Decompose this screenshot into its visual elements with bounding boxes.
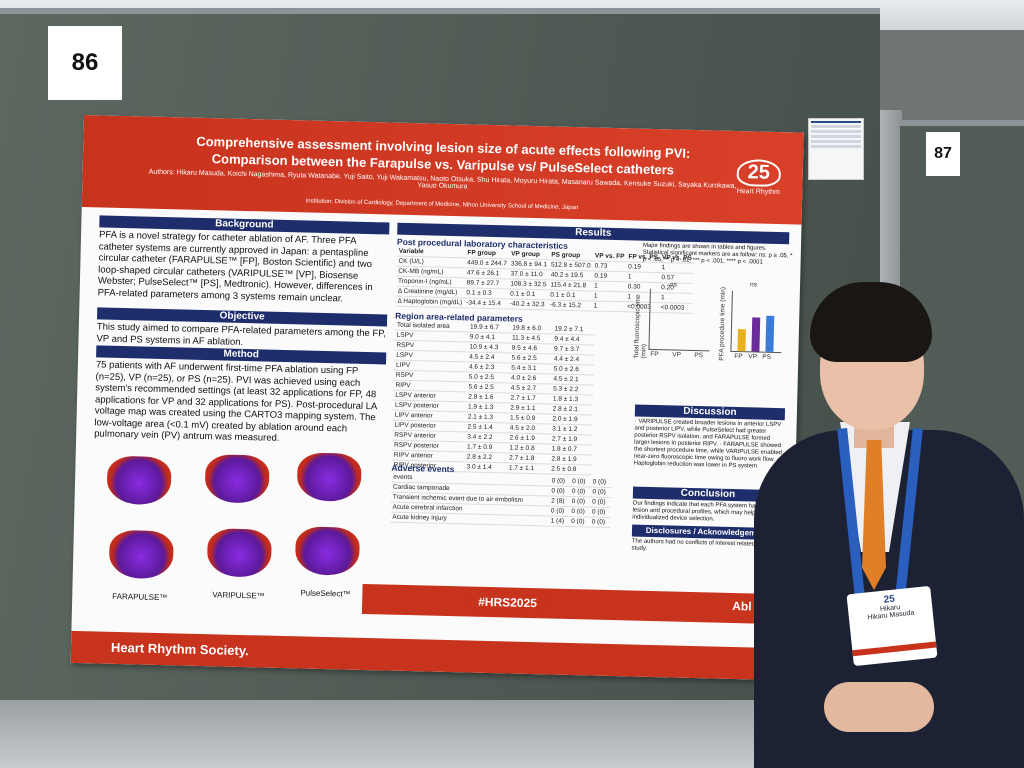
research-poster: Comprehensive assessment involving lesio… (70, 115, 804, 681)
qr-info-card (808, 118, 864, 180)
label-varipulse: VARIPULSE™ (212, 590, 265, 601)
adverse-table-cell: 1 (4) (548, 515, 570, 527)
hair (810, 282, 932, 362)
adverse-table-cell: 0 (0) (589, 516, 611, 528)
adverse-table-cell: 0 (0) (548, 505, 570, 517)
lesion-map-farapulse-1 (106, 455, 172, 506)
poster-header: Comprehensive assessment involving lesio… (81, 115, 804, 225)
adverse-table-cell: 0 (0) (589, 506, 611, 518)
chart-right-ylabel: PFA procedure time (min) (718, 286, 727, 361)
bar-fp (737, 329, 746, 352)
region-table: Total isolated area 19.9 ± 6.7 19.8 ± 6.0 1… (391, 320, 596, 476)
badge-strip (852, 641, 937, 657)
lab-table-cell: 1 (591, 300, 626, 312)
lab-table-cell: -34.4 ± 15.4 (464, 297, 509, 309)
adverse-table-cell: 0 (0) (569, 506, 591, 517)
lesion-map-pulseselect-1 (296, 452, 362, 502)
name-badge: 25 Hikaru Hikaru Masuda (846, 585, 938, 667)
poster-red-band (361, 583, 793, 625)
fluoroscopy-time-chart (648, 288, 711, 352)
lab-table-cell: -6.3 ± 15.2 (547, 299, 592, 311)
board-number-87: 87 (926, 132, 960, 176)
region-table-cell: 1.7 ± 1.1 (506, 462, 550, 474)
presenter: 25 Hikaru Hikaru Masuda (754, 282, 1024, 768)
chart-left-x-vp: VP (672, 351, 682, 359)
region-table-cell: 2.5 ± 0.8 (549, 463, 592, 476)
lesion-map-varipulse-2 (206, 528, 272, 578)
adverse-table-cell: 0 (0) (590, 477, 612, 488)
adverse-table-cell: 0 (0) (549, 485, 571, 497)
board-number-86: 86 (48, 26, 122, 100)
poster-institution: Institution: Division of Cardiology, Dep… (305, 198, 579, 212)
chart-right-x-fp: FP (734, 352, 743, 361)
lab-table-cell: Δ Haptoglobin (mg/dL) (395, 296, 465, 308)
chart-left-x-fp: FP (650, 350, 659, 359)
adverse-table-cell: 0 (0) (569, 516, 590, 527)
adverse-table-cell: 0 (0) (569, 486, 591, 497)
method-text: 75 patients with AF underwent first-time… (94, 359, 377, 444)
clasped-hands (824, 682, 934, 732)
adverse-table-cell: 0 (0) (569, 496, 591, 507)
adverse-table: events 0 (0) 0 (0) 0 (0) Cardiac tamponade 0 … (390, 472, 612, 528)
label-farapulse: FARAPULSE™ (112, 591, 168, 603)
lesion-map-farapulse-2 (108, 529, 174, 580)
logo-number: 25 (736, 158, 782, 188)
chart-left-sig: ns (669, 281, 677, 289)
label-pulseselect: PulseSelect™ (300, 588, 351, 599)
orange-tie (862, 440, 886, 590)
chart-left-ylabel: Total fluoroscopic time (min) (633, 294, 648, 359)
adverse-table-cell: 2 (8) (549, 495, 570, 507)
logo-text: Heart Rhythm (736, 187, 780, 197)
poster-hashtag: #HRS2025 (470, 592, 546, 613)
abl-fragment: Abl (732, 598, 752, 614)
adverse-table-cell: 0 (0) (590, 496, 611, 508)
results-note: Major findings are shown in tables and f… (642, 242, 793, 266)
lesion-map-varipulse-1 (204, 454, 270, 504)
adverse-table-cell: 0 (0) (570, 476, 591, 487)
lab-table-cell: -40.2 ± 32.3 (507, 298, 549, 310)
lesion-map-pulseselect-2 (294, 526, 360, 576)
region-table-cell: 3.0 ± 1.4 (464, 461, 507, 473)
adverse-table-cell: 0 (0) (549, 476, 571, 487)
heart-rhythm-logo: 25 Heart Rhythm (728, 158, 789, 197)
adverse-table-cell: 0 (0) (590, 486, 612, 498)
background-text: PFA is a novel strategy for catheter abl… (97, 229, 373, 304)
chart-left-x-ps: PS (694, 351, 704, 360)
